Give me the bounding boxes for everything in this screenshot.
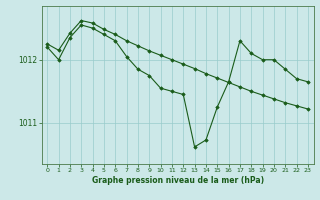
X-axis label: Graphe pression niveau de la mer (hPa): Graphe pression niveau de la mer (hPa) — [92, 176, 264, 185]
